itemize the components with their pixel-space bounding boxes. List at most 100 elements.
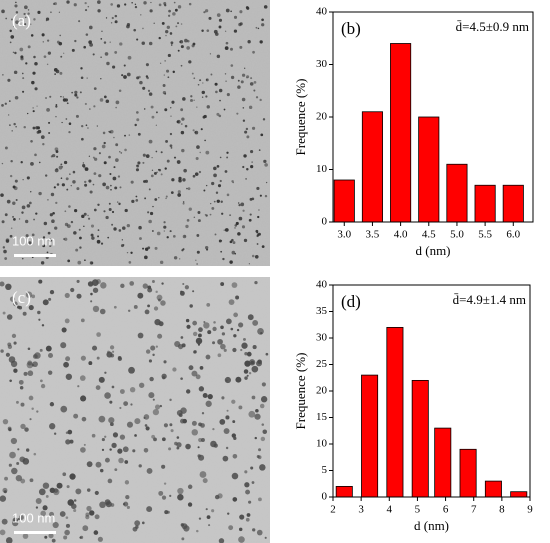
particle [187, 484, 193, 490]
particle [119, 389, 125, 394]
particle [88, 25, 93, 30]
tem-image: (c) 100 nm [0, 277, 270, 543]
particle [252, 50, 255, 54]
particle [116, 201, 119, 203]
particle [1, 518, 8, 525]
particle [143, 1, 147, 5]
particle [114, 51, 118, 54]
particle [79, 246, 82, 249]
particle [6, 314, 13, 320]
particle [261, 423, 265, 426]
particle [185, 224, 189, 229]
particle [260, 133, 264, 137]
particle [58, 165, 63, 170]
particle [235, 221, 239, 225]
particle [177, 22, 180, 25]
particle [61, 166, 63, 168]
particle [150, 174, 154, 178]
particle [118, 229, 122, 232]
particle [76, 187, 80, 191]
y-tick-label: 40 [316, 6, 328, 18]
particle [210, 73, 213, 76]
particle [15, 475, 22, 482]
particle [80, 355, 86, 361]
particle [216, 164, 220, 168]
particle [239, 22, 243, 26]
particle [122, 243, 125, 246]
particle [202, 478, 208, 484]
particle [89, 510, 95, 516]
particle [248, 105, 253, 110]
particle [100, 77, 102, 80]
particle [151, 169, 154, 171]
particle [42, 244, 46, 248]
particle [1, 162, 4, 165]
particle [12, 51, 15, 54]
particle [260, 436, 266, 442]
particle [81, 214, 85, 219]
particle [149, 9, 153, 13]
particle [250, 77, 253, 80]
particle [27, 12, 30, 15]
particle [68, 122, 72, 125]
particle [207, 393, 213, 400]
particle [89, 43, 93, 47]
y-tick-label: 0 [322, 491, 328, 503]
particle [84, 183, 88, 187]
particle [203, 322, 210, 329]
particle [104, 52, 109, 56]
particle [163, 74, 166, 76]
particle [98, 174, 102, 178]
particle [209, 213, 212, 216]
particle [62, 98, 67, 102]
particle [134, 434, 137, 437]
particle [241, 73, 246, 77]
particle [0, 529, 6, 536]
particle [64, 529, 70, 536]
particle [45, 19, 48, 22]
particle [224, 30, 227, 32]
particle [169, 423, 173, 427]
particle [181, 117, 185, 121]
particle [9, 41, 12, 44]
particle [150, 345, 156, 351]
particle [167, 76, 170, 79]
particle [188, 207, 192, 211]
particle [83, 166, 86, 169]
particle [26, 112, 29, 115]
particle [212, 326, 217, 332]
particle [186, 187, 188, 190]
particle [25, 291, 33, 298]
particle [245, 517, 250, 522]
particle [193, 99, 195, 101]
particle [136, 164, 138, 167]
particle [210, 440, 217, 448]
particle [142, 153, 146, 157]
particle [255, 96, 259, 99]
particle [56, 482, 63, 489]
particle [3, 490, 7, 494]
particle [55, 201, 58, 205]
particle [218, 25, 222, 29]
particle [70, 287, 75, 293]
particle [213, 166, 217, 171]
particle [73, 231, 77, 235]
particle [13, 217, 16, 221]
particle [176, 436, 180, 439]
particle [114, 21, 117, 23]
particle [25, 62, 28, 65]
particle [258, 149, 261, 151]
particle [17, 448, 20, 451]
particle [174, 8, 178, 12]
particle [32, 126, 36, 130]
particle [92, 156, 95, 159]
particle [63, 535, 68, 540]
particle [38, 191, 42, 196]
particle [192, 320, 198, 326]
particle [45, 345, 52, 352]
particle [185, 443, 191, 450]
particle [220, 343, 226, 350]
particle [207, 330, 212, 335]
particle [226, 409, 229, 412]
particle [108, 207, 112, 211]
